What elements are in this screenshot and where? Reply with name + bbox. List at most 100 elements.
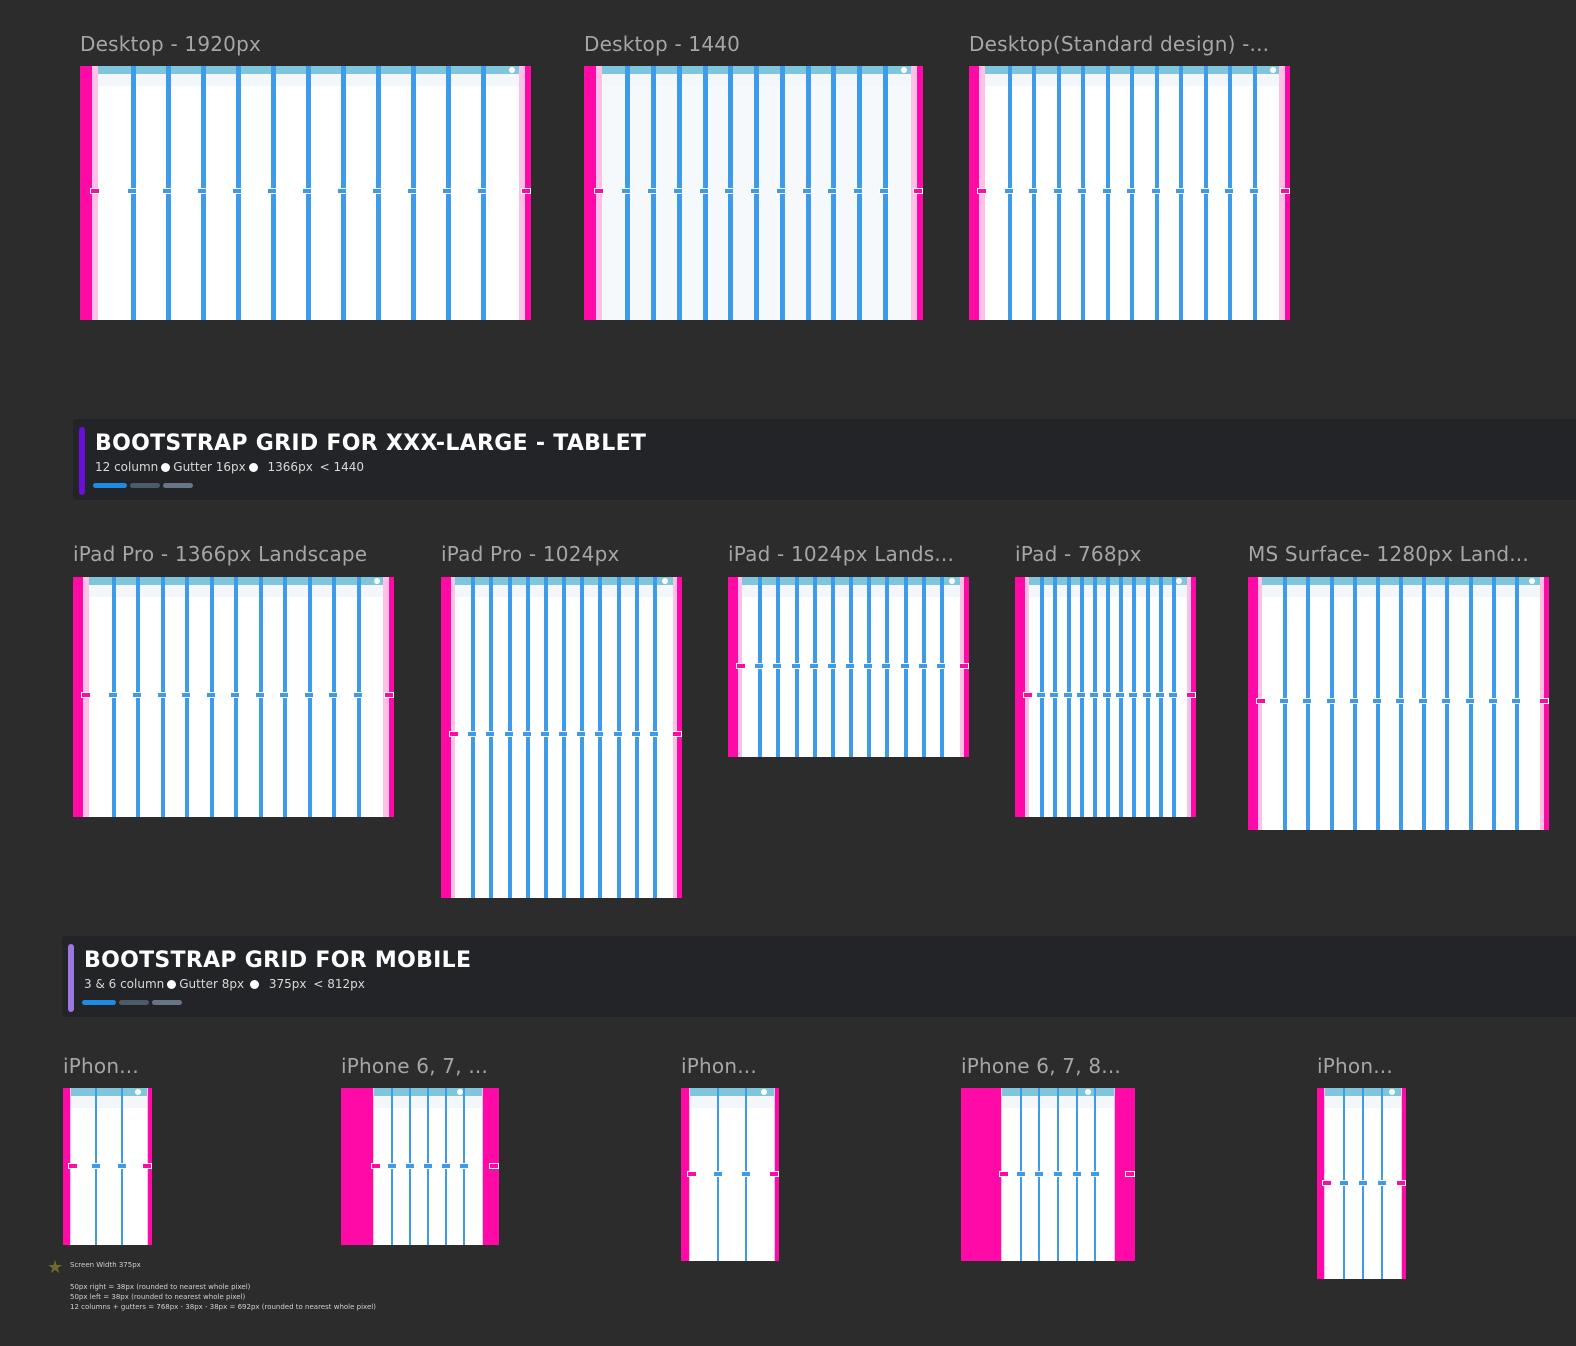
gutter-size-chip [713,1171,723,1177]
gutter-size-chip [197,188,207,194]
frame-iphone-4[interactable] [961,1088,1135,1261]
gutter-size-chip [1395,698,1405,704]
gutter-size-chip [1372,698,1382,704]
note-line-1: 50px right = 38px (rounded to nearest wh… [70,1283,251,1291]
gutter-size-chip [791,663,801,669]
gutter-text: Gutter 16px [173,460,246,474]
gutter-size-chip [1004,188,1014,194]
gutter-size-chip [621,188,631,194]
gutter-size-chip [522,731,532,737]
frame-label-desktop-1440[interactable]: Desktop - 1440 [584,32,741,56]
frame-label-desktop-standard[interactable]: Desktop(Standard design) -... [969,32,1270,56]
gutter-size-chip [558,731,568,737]
frame-label-ipad-1024-landscape[interactable]: iPad - 1024px Lands... [728,542,955,566]
tag-pill[interactable] [82,1000,116,1005]
gutter-size-chip [750,188,760,194]
gutter-size-chip [1034,1171,1044,1177]
gutter-size-chip [467,731,477,737]
frame-desktop-1920[interactable] [80,66,531,320]
frame-iphone-2[interactable] [341,1088,499,1245]
gutter-size-chip [372,188,382,194]
margin-right-overlay [677,577,682,898]
profile-icon [1389,1089,1395,1095]
margin-left-overlay [969,66,979,320]
gutter-size-chip [1028,188,1038,194]
gutter-size-chip [1036,692,1046,698]
section-title: BOOTSTRAP GRID FOR XXX-LARGE - TABLET [95,431,647,456]
gutter-size-chip [1168,692,1178,698]
frame-ms-surface[interactable] [1248,577,1549,830]
gutter-size-chip [267,188,277,194]
frame-label-ipad-pro-1366[interactable]: iPad Pro - 1366px Landscape [73,542,368,566]
gutter-size-chip [328,692,338,698]
gutter-size-chip [407,188,417,194]
frame-iphone-5[interactable] [1317,1088,1406,1279]
gutter-size-chip [809,663,819,669]
frame-label-iphone-4[interactable]: iPhone 6, 7, 8... [961,1054,1121,1078]
app-header-bar [961,1088,1135,1096]
tag-pill[interactable] [130,483,160,488]
frame-ipad-pro-1366[interactable] [73,577,394,817]
frame-desktop-1440[interactable] [584,66,923,320]
grid-gutter-line [635,577,639,898]
margin-size-chip [1256,698,1266,704]
gutter-size-chip [1089,692,1099,698]
gutter-size-chip [853,188,863,194]
app-subheader-bar [681,1096,779,1108]
frame-label-ms-surface[interactable]: MS Surface- 1280px Land... [1248,542,1529,566]
padding-right-overlay [673,577,677,898]
app-header-bar [1248,577,1549,585]
profile-icon [1529,578,1535,584]
gutter-size-chip [1377,1180,1387,1186]
margin-size-chip [1125,1171,1135,1177]
frame-label-ipad-pro-1024[interactable]: iPad Pro - 1024px [441,542,620,566]
app-header-bar [584,66,923,74]
gutter-size-chip [1302,698,1312,704]
frame-iphone-3[interactable] [681,1088,779,1261]
gutter-size-chip [776,188,786,194]
frame-label-desktop-1920[interactable]: Desktop - 1920px [80,32,262,56]
gutter-size-chip [754,663,764,669]
frame-desktop-standard[interactable] [969,66,1290,320]
margin-size-chip [959,663,969,669]
gutter-size-chip [337,188,347,194]
margin-size-chip [1186,692,1196,698]
app-header-bar [341,1088,499,1096]
grid-gutter-line [580,577,584,898]
app-header-bar [1317,1088,1406,1096]
frame-label-iphone-3[interactable]: iPhon... [681,1054,757,1078]
margin-left-overlay [728,577,738,757]
gutter-size-chip [1151,188,1161,194]
gutter-size-chip [206,692,216,698]
margin-size-chip [68,1163,78,1169]
tag-pill[interactable] [163,483,193,488]
gutter-text: Gutter 8px [179,977,245,991]
range-from: 375px [268,977,307,991]
tag-pill[interactable] [93,483,127,488]
gutter-size-chip [485,731,495,737]
frame-label-iphone-5[interactable]: iPhon... [1317,1054,1393,1078]
gutter-size-chip [881,663,891,669]
frame-label-iphone-1[interactable]: iPhon... [63,1054,139,1078]
frame-ipad-768[interactable] [1015,577,1196,817]
gutter-size-chip [1063,692,1073,698]
gutter-size-chip [802,188,812,194]
tag-pill[interactable] [152,1000,182,1005]
frame-ipad-1024-landscape[interactable] [728,577,969,757]
frame-label-iphone-2[interactable]: iPhone 6, 7, ... [341,1054,489,1078]
gutter-size-chip [232,188,242,194]
margin-size-chip [1023,692,1033,698]
frame-iphone-1[interactable] [63,1088,152,1245]
gutter-size-chip [230,692,240,698]
gutter-size-chip [1016,1171,1026,1177]
gutter-size-chip [673,188,683,194]
margin-size-chip [142,1163,152,1169]
gutter-size-chip [1488,698,1498,704]
gutter-size-chip [304,692,314,698]
tag-pill[interactable] [119,1000,149,1005]
margin-left-overlay [1317,1088,1324,1279]
frame-ipad-pro-1024[interactable] [441,577,682,898]
frame-label-ipad-768[interactable]: iPad - 768px [1015,542,1142,566]
gutter-size-chip [649,731,659,737]
gutter-size-chip [540,731,550,737]
